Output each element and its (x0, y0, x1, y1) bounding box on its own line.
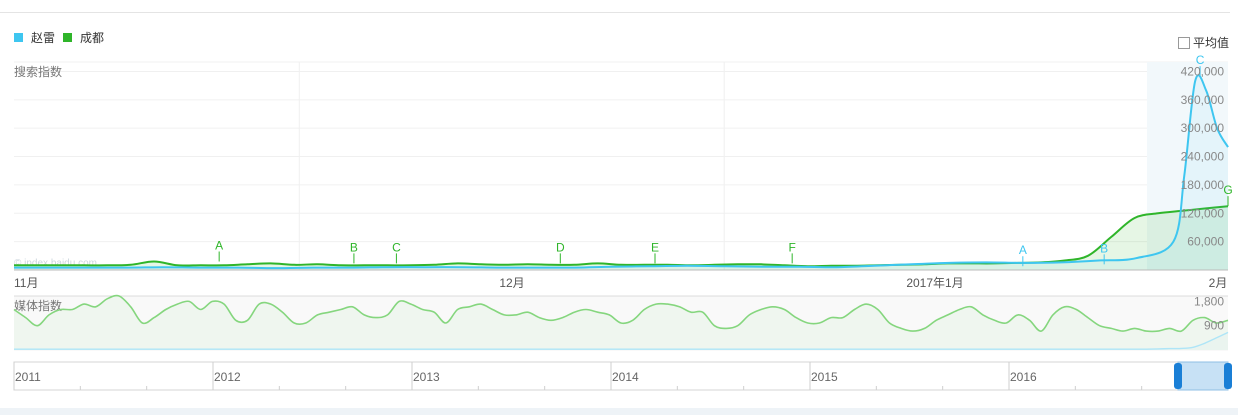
search-index-grid (14, 61, 1228, 270)
media-index-title: 媒体指数 (14, 298, 62, 313)
series-line-chengdu[interactable] (14, 205, 1229, 268)
annotation-label[interactable]: F (789, 240, 796, 254)
media-index-series (13, 294, 1229, 350)
legend-label-chengdu: 成都 (80, 31, 105, 45)
y-tick-label: 240,000 (1181, 150, 1225, 164)
timeline-left-handle[interactable] (1174, 363, 1182, 389)
timeline-year-label: 2015 (811, 370, 838, 384)
x-tick-label: 12月 (499, 276, 524, 290)
timeline-right-handle[interactable] (1224, 363, 1232, 389)
annotation-label[interactable]: G (1223, 183, 1232, 197)
recent-region (1147, 62, 1228, 270)
legend-item-zhaolei[interactable]: 赵雷 (14, 29, 55, 46)
media-index-y-ticks: 900 1,800 (1194, 294, 1224, 332)
media-y-tick-label: 1,800 (1194, 294, 1224, 308)
legend-label-zhaolei: 赵雷 (31, 31, 56, 45)
x-tick-label: 2月 (1209, 276, 1228, 290)
y-tick-label: 60,000 (1187, 235, 1224, 249)
y-tick-label: 420,000 (1181, 64, 1225, 78)
annotation-label[interactable]: B (350, 240, 358, 254)
annotation-label[interactable]: E (651, 240, 659, 254)
annotation-label[interactable]: C (392, 240, 401, 254)
legend-swatch-chengdu (63, 33, 73, 42)
series-area-chengdu (14, 206, 1228, 270)
timeline-year-label: 2011 (15, 370, 41, 384)
search-index-y-ticks: 60,000 120,000 180,000 240,000 300,000 360,00… (1181, 64, 1225, 248)
y-tick-label: 300,000 (1181, 121, 1225, 135)
search-index-title: 搜索指数 (14, 64, 62, 79)
timeline-year-label: 2016 (1010, 370, 1037, 384)
legend-swatch-zhaolei (14, 33, 23, 42)
top-divider (0, 12, 1230, 13)
media-line-zhaolei[interactable] (14, 331, 1229, 350)
search-index-series (14, 74, 1229, 271)
media-area-chengdu (14, 295, 1228, 350)
y-tick-label: 360,000 (1181, 93, 1225, 107)
annotation-label[interactable]: B (1100, 241, 1108, 255)
annotation-label[interactable]: D (556, 240, 565, 254)
timeline-year-label: 2012 (214, 370, 241, 384)
average-toggle[interactable]: 平均值 (1178, 34, 1229, 51)
average-label: 平均值 (1193, 36, 1230, 50)
annotation-label[interactable]: A (215, 238, 223, 252)
annotation-label[interactable]: A (1019, 243, 1027, 257)
timeline-year-label: 2014 (612, 370, 639, 384)
timeline-selection[interactable] (1177, 361, 1229, 391)
legend-item-chengdu[interactable]: 成都 (63, 29, 104, 46)
media-line-chengdu[interactable] (13, 294, 1229, 333)
x-tick-label: 11月 (14, 276, 38, 290)
timeline-year-label: 2013 (413, 370, 440, 384)
footer-band (0, 408, 1238, 415)
media-y-tick-label: 900 (1204, 319, 1224, 333)
series-line-zhaolei[interactable] (14, 74, 1229, 270)
timeline-ticks: 2011 2012 2013 2014 2015 2016 (13, 362, 1209, 390)
search-index-annotations: A B C D E F G A B C (215, 53, 1233, 267)
average-checkbox[interactable] (1178, 36, 1190, 49)
y-tick-label: 120,000 (1181, 206, 1225, 220)
search-index-x-ticks: 11月 12月 2017年1月 2月 (14, 276, 1227, 290)
series-area-zhaolei (14, 75, 1228, 271)
chart-legend: 赵雷 成都 (14, 29, 112, 46)
x-tick-label: 2017年1月 (906, 276, 963, 290)
y-tick-label: 180,000 (1181, 178, 1225, 192)
annotation-label[interactable]: C (1196, 53, 1205, 67)
watermark: © index.baidu.com (14, 258, 97, 269)
